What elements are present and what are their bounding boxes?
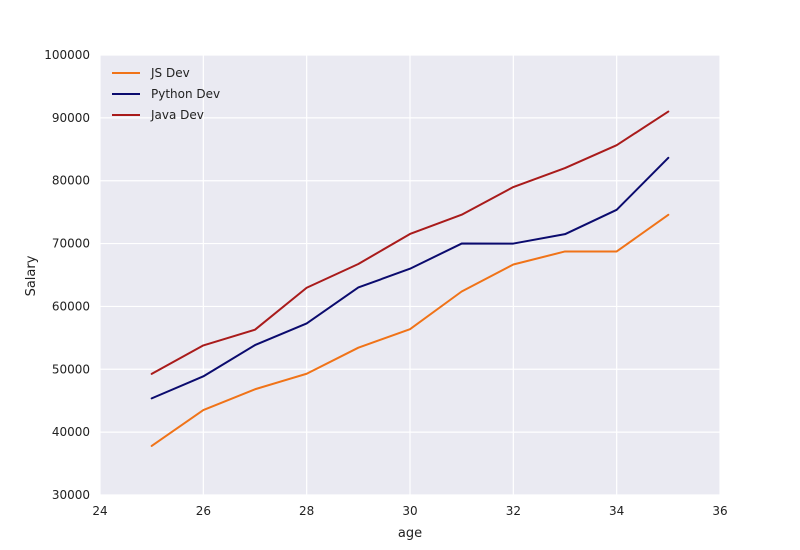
y-tick-label: 50000: [52, 362, 90, 376]
series-line-js-dev: [150, 213, 670, 447]
y-axis-label: Salary: [24, 255, 39, 296]
y-tick-label: 80000: [52, 174, 90, 188]
legend: JS Dev Python Dev Java Dev: [112, 66, 220, 122]
series-lines: [150, 110, 670, 447]
series-line-python-dev: [150, 156, 670, 400]
series-line-java-dev: [150, 110, 670, 375]
x-tick-label: 32: [506, 504, 521, 518]
x-tick-label: 36: [712, 504, 727, 518]
x-tick-labels: 24 26 28 30 32 34 36: [92, 504, 727, 518]
grid-lines: [99, 54, 721, 496]
x-axis-label: age: [398, 526, 422, 541]
legend-label-java-dev: Java Dev: [150, 108, 204, 122]
x-tick-label: 24: [92, 504, 107, 518]
y-tick-label: 100000: [44, 48, 90, 62]
x-tick-label: 28: [299, 504, 314, 518]
legend-label-python-dev: Python Dev: [151, 87, 220, 101]
x-tick-label: 26: [196, 504, 211, 518]
x-tick-label: 34: [609, 504, 624, 518]
y-tick-label: 90000: [52, 111, 90, 125]
y-tick-labels: 30000 40000 50000 60000 70000 80000 90000 10000…: [44, 48, 90, 502]
x-tick-label: 30: [402, 504, 417, 518]
legend-label-js-dev: JS Dev: [150, 66, 190, 80]
y-tick-label: 60000: [52, 299, 90, 313]
y-tick-label: 70000: [52, 237, 90, 251]
y-tick-label: 40000: [52, 425, 90, 439]
y-tick-label: 30000: [52, 488, 90, 502]
